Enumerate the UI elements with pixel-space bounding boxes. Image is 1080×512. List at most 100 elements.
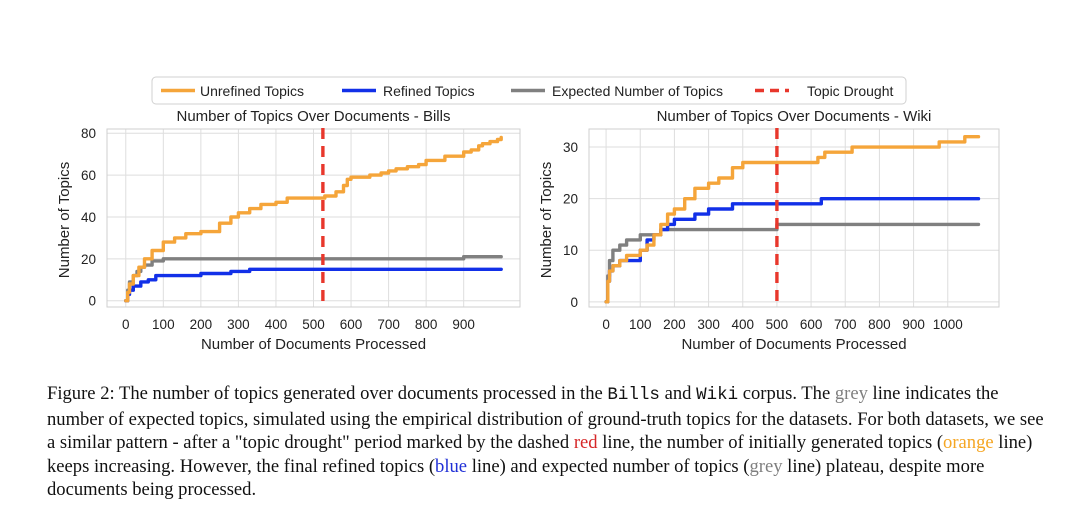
data-point <box>137 265 141 269</box>
data-point <box>977 197 980 200</box>
x-tick-label: 600 <box>800 317 823 332</box>
figure-caption: Figure 2: The number of topics generated… <box>47 382 1047 502</box>
data-point <box>274 200 278 204</box>
y-tick-label: 20 <box>81 252 96 267</box>
data-point <box>218 221 221 225</box>
data-point <box>611 264 615 268</box>
y-axis-label: Number of Topics <box>56 162 73 278</box>
data-point <box>878 145 881 149</box>
data-point <box>462 255 465 259</box>
data-point <box>199 272 203 275</box>
data-point <box>820 197 823 200</box>
data-point <box>758 202 762 206</box>
data-point <box>285 196 289 200</box>
data-point <box>462 268 465 271</box>
data-point <box>775 161 779 164</box>
plot-frame <box>106 128 521 308</box>
caption-text-4: line indicates the number of expected to… <box>47 383 1044 454</box>
data-point <box>406 165 409 168</box>
y-tick-label: 10 <box>563 243 578 258</box>
data-point <box>443 154 447 158</box>
data-point <box>143 257 146 261</box>
data-point <box>625 254 628 257</box>
data-point <box>312 196 315 200</box>
data-point <box>946 140 950 144</box>
data-point <box>162 257 165 261</box>
data-point <box>878 223 881 226</box>
y-tick-label: 80 <box>81 126 96 141</box>
data-point <box>342 184 345 187</box>
data-point <box>199 230 203 233</box>
y-tick-label: 60 <box>81 168 96 183</box>
data-point <box>274 268 278 271</box>
data-point <box>618 243 622 247</box>
x-tick-label: 100 <box>152 317 175 332</box>
data-point <box>323 194 327 198</box>
data-point <box>180 257 184 261</box>
data-point <box>809 223 813 226</box>
caption-text-3: corpus. The <box>738 383 835 404</box>
y-tick-label: 40 <box>81 210 96 225</box>
caption-text-6: line) keeps increasing. However, the fin… <box>47 432 1033 477</box>
series-line <box>124 255 503 303</box>
data-point <box>792 161 796 164</box>
data-point <box>632 259 635 262</box>
x-tick-label: 400 <box>731 317 754 332</box>
x-tick-label: 500 <box>766 317 789 332</box>
data-point <box>173 236 176 240</box>
data-point <box>469 148 473 152</box>
data-point <box>417 163 420 166</box>
data-point <box>792 202 796 206</box>
data-point <box>878 197 881 200</box>
data-point <box>349 268 353 271</box>
data-point <box>666 212 669 216</box>
data-point <box>499 255 503 259</box>
data-point <box>912 223 915 226</box>
data-point <box>379 171 383 175</box>
data-point <box>693 212 697 216</box>
chart-bills: 0 100 200 300 400 500 600 700 800 900 0 20 40 60 80 Num… <box>56 108 521 353</box>
x-tick-label: 700 <box>377 317 400 332</box>
x-tick-label: 100 <box>629 317 652 332</box>
data-point <box>977 223 980 226</box>
data-point <box>673 228 676 231</box>
data-point <box>499 136 503 139</box>
y-tick-label: 20 <box>563 192 578 207</box>
data-point <box>349 257 353 261</box>
data-point <box>659 223 663 226</box>
data-point <box>387 268 390 271</box>
data-point <box>334 190 338 194</box>
plot-area <box>589 129 999 307</box>
data-point <box>673 217 676 221</box>
data-point <box>652 233 656 237</box>
data-point <box>248 268 251 271</box>
data-point <box>618 259 622 262</box>
caption-text-2: and <box>659 383 697 404</box>
caption-text-7: line) and expected number of topics ( <box>467 455 750 477</box>
x-tick-label: 300 <box>227 317 250 332</box>
data-point <box>843 223 847 226</box>
data-point <box>357 175 360 179</box>
data-point <box>632 254 635 257</box>
data-point <box>673 207 676 211</box>
data-point <box>499 268 503 271</box>
data-point <box>937 140 941 144</box>
data-point <box>131 274 135 277</box>
data-point <box>946 197 950 200</box>
data-point <box>758 161 762 164</box>
data-point <box>823 150 827 154</box>
caption-grey-word: grey <box>834 383 868 404</box>
y-tick-label: 30 <box>563 140 578 155</box>
x-tick-label: 200 <box>663 317 686 332</box>
data-point <box>843 197 847 200</box>
caption-text-8: line) plateau, despite more documents be… <box>47 455 985 501</box>
data-point <box>128 282 131 286</box>
data-point <box>150 249 154 252</box>
data-point <box>345 177 349 181</box>
x-tick-label: 900 <box>452 317 475 332</box>
data-point <box>162 274 165 277</box>
caption-grey-word-2: grey <box>749 455 783 477</box>
data-point <box>741 202 745 206</box>
data-point <box>139 280 143 284</box>
legend-label: Unrefined Topics <box>200 83 304 99</box>
